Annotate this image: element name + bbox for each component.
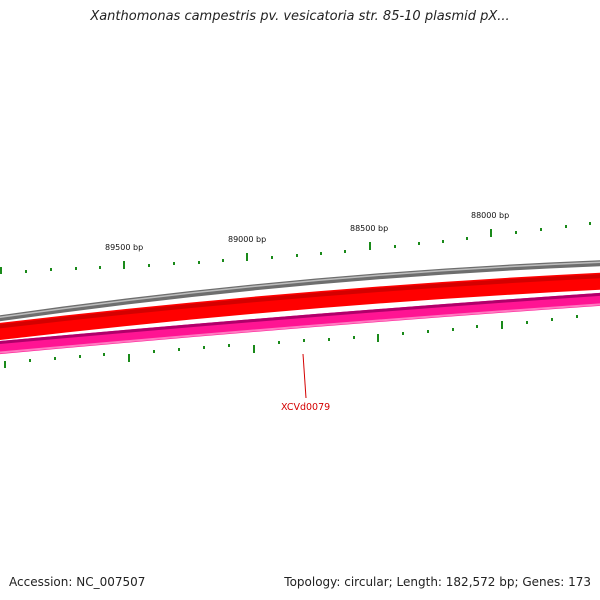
tick-mark — [0, 267, 2, 274]
tick-mark — [369, 242, 371, 250]
tick-mark — [526, 321, 528, 324]
tick-mark — [153, 350, 155, 353]
tick-label: 89500 bp — [105, 243, 143, 252]
inner-ticks — [4, 315, 578, 368]
tick-mark — [565, 225, 567, 228]
tick-mark — [442, 240, 444, 243]
forward-strand-track — [0, 272, 600, 340]
reverse-strand-track — [0, 292, 600, 355]
accession-text: Accession: NC_007507 — [9, 575, 146, 589]
tick-mark — [178, 348, 180, 351]
tick-mark — [99, 266, 101, 269]
tick-mark — [515, 231, 517, 234]
tick-mark — [402, 332, 404, 335]
tick-mark — [79, 355, 81, 358]
tick-mark — [353, 336, 355, 339]
tick-mark — [490, 229, 492, 237]
tick-mark — [203, 346, 205, 349]
tick-mark — [344, 250, 346, 253]
tick-mark — [128, 354, 130, 362]
tick-mark — [476, 325, 478, 328]
tick-mark — [540, 228, 542, 231]
backbone-ring-highlight — [0, 261, 600, 319]
tick-mark — [253, 345, 255, 353]
tick-mark — [25, 270, 27, 273]
tick-mark — [271, 256, 273, 259]
tick-mark — [328, 338, 330, 341]
tick-mark — [320, 252, 322, 255]
tick-mark — [123, 261, 125, 269]
tick-mark — [452, 328, 454, 331]
outer-ticks — [0, 222, 591, 274]
tick-label: 88500 bp — [350, 224, 388, 233]
tick-mark — [466, 237, 468, 240]
gene-label-leader — [302, 353, 307, 399]
tick-label: 88000 bp — [471, 211, 509, 220]
tick-mark — [576, 315, 578, 318]
tick-mark — [4, 361, 6, 368]
tick-mark — [29, 359, 31, 362]
tick-mark — [394, 245, 396, 248]
backbone-ring — [0, 260, 600, 322]
tick-mark — [228, 344, 230, 347]
gene-label[interactable]: XCVd0079 — [281, 402, 330, 413]
reverse-strand-edge — [0, 303, 600, 354]
tick-mark — [377, 334, 379, 342]
tick-mark — [418, 242, 420, 245]
tick-mark — [296, 254, 298, 257]
reverse-strand-shade — [0, 292, 600, 345]
tick-mark — [173, 262, 175, 265]
tick-mark — [589, 222, 591, 225]
tick-mark — [303, 339, 305, 342]
tick-mark — [50, 268, 52, 271]
tick-mark — [222, 259, 224, 262]
forward-strand-shade — [0, 274, 600, 329]
tick-mark — [427, 330, 429, 333]
tick-mark — [501, 321, 503, 329]
topology-summary-text: Topology: circular; Length: 182,572 bp; … — [284, 575, 591, 589]
tick-label: 89000 bp — [228, 235, 266, 244]
tick-mark — [103, 353, 105, 356]
map-title: Xanthomonas campestris pv. vesicatoria s… — [90, 9, 510, 24]
tick-mark — [278, 341, 280, 344]
tick-mark — [148, 264, 150, 267]
tick-mark — [551, 318, 553, 321]
tick-mark — [75, 267, 77, 270]
tick-mark — [54, 357, 56, 360]
tick-mark — [246, 253, 248, 261]
tick-mark — [198, 261, 200, 264]
